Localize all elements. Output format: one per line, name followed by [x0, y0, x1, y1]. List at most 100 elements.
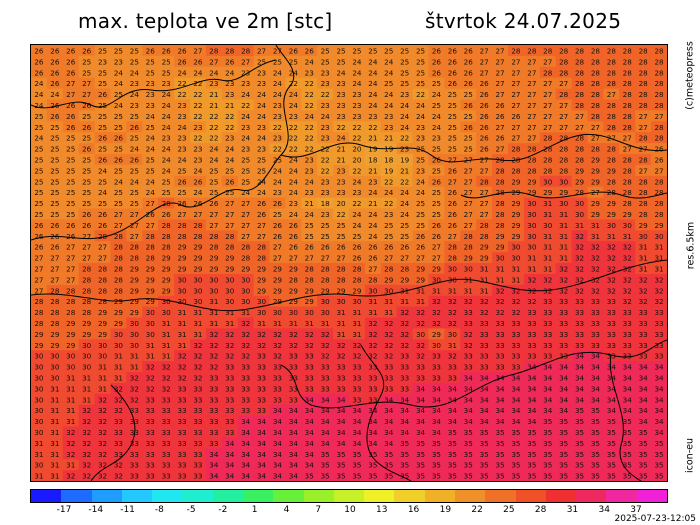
temperature-value: 24 — [400, 123, 410, 132]
grid-cell — [364, 448, 382, 460]
temperature-value: 33 — [639, 319, 648, 328]
grid-cell — [476, 143, 493, 155]
temperature-value: 20 — [352, 156, 362, 165]
grid-cell — [126, 448, 143, 460]
grid-cell — [205, 426, 223, 438]
grid-cell — [221, 263, 239, 275]
temperature-value: 34 — [400, 417, 410, 426]
temperature-value: 27 — [50, 254, 59, 263]
grid-cell — [62, 382, 80, 395]
temperature-value: 35 — [639, 428, 648, 437]
grid-cell — [126, 306, 143, 318]
temperature-value: 34 — [464, 374, 474, 383]
grid-cell — [508, 317, 525, 329]
colorbar-tick-label: 34 — [598, 505, 610, 515]
temperature-value: 30 — [543, 177, 553, 186]
temperature-value: 28 — [336, 275, 346, 284]
temperature-value: 27 — [130, 221, 139, 230]
grid-cell — [523, 208, 541, 220]
grid-cell — [31, 273, 48, 286]
temperature-value: 27 — [368, 265, 377, 274]
grid-cell — [587, 350, 604, 362]
grid-cell — [460, 219, 477, 231]
temperature-value: 32 — [654, 297, 663, 306]
temperature-value: 22 — [209, 134, 218, 143]
grid-cell — [412, 404, 429, 417]
grid-cell — [539, 197, 557, 209]
temperature-value: 27 — [464, 199, 473, 208]
grid-cell — [508, 459, 525, 471]
temperature-value: 24 — [416, 177, 426, 186]
temperature-value: 32 — [384, 352, 393, 361]
temperature-value: 30 — [34, 406, 44, 415]
temperature-value: 23 — [177, 145, 186, 154]
temperature-value: 30 — [146, 319, 156, 328]
grid-cell — [651, 110, 667, 122]
temperature-value: 23 — [321, 79, 330, 88]
temperature-value: 25 — [114, 188, 123, 197]
temperature-value: 32 — [384, 341, 393, 350]
temperature-value: 28 — [114, 265, 124, 274]
temperature-value: 24 — [305, 57, 315, 66]
temperature-value: 34 — [511, 417, 521, 426]
temperature-value: 32 — [209, 352, 218, 361]
border-line — [31, 45, 295, 241]
temperature-value: 29 — [273, 297, 283, 306]
grid-cell — [142, 339, 159, 351]
temperature-value: 26 — [257, 199, 267, 208]
temperature-value: 33 — [257, 395, 266, 404]
grid-cell — [110, 154, 127, 166]
grid-cell — [651, 45, 667, 57]
temperature-value: 27 — [146, 221, 155, 230]
grid-cell — [94, 186, 111, 199]
grid-cell — [587, 55, 604, 68]
temperature-value: 34 — [273, 472, 283, 481]
grid-cell — [539, 372, 557, 384]
grid-cell — [349, 361, 366, 373]
temperature-value: 28 — [654, 199, 664, 208]
temperature-value: 28 — [654, 134, 664, 143]
temperature-map[interactable]: 26 26 26 26 25 25 25 26 26 26 27 28 28 28 27 27 26 26 25 25… — [30, 44, 668, 482]
temperature-value: 25 — [321, 221, 330, 230]
resolution-label: res.6.5km — [685, 221, 697, 270]
grid-cell — [94, 197, 111, 209]
grid-cell — [126, 45, 143, 57]
temperature-value: 24 — [305, 177, 315, 186]
temperature-value: 28 — [591, 68, 601, 77]
temperature-value: 34 — [368, 439, 378, 448]
temperature-value: 33 — [384, 363, 393, 372]
grid-cell — [253, 393, 270, 406]
grid-cell — [333, 77, 350, 90]
temperature-value: 35 — [543, 450, 552, 459]
grid-cell — [174, 66, 191, 79]
temperature-value: 30 — [511, 254, 521, 263]
grid-cell — [221, 66, 239, 79]
temperature-value: 26 — [273, 221, 283, 230]
temperature-value: 32 — [384, 330, 393, 339]
grid-cell — [221, 306, 239, 318]
grid-cell — [349, 263, 366, 275]
grid-cell — [174, 77, 191, 90]
temperature-value: 34 — [432, 428, 442, 437]
temperature-value: 25 — [336, 57, 345, 66]
temperature-value: 31 — [98, 374, 107, 383]
grid-cell — [221, 328, 239, 340]
grid-cell — [428, 470, 445, 481]
grid-cell — [174, 317, 191, 329]
grid-cell — [587, 45, 604, 57]
grid-cell — [587, 154, 604, 166]
temperature-value: 31 — [209, 319, 218, 328]
grid-cell — [428, 175, 445, 188]
temperature-value: 23 — [321, 123, 330, 132]
temperature-value: 31 — [639, 265, 648, 274]
temperature-value: 33 — [543, 341, 552, 350]
grid-cell — [651, 77, 667, 90]
grid-cell — [333, 459, 350, 471]
grid-cell — [428, 459, 445, 471]
temperature-value: 25 — [98, 145, 107, 154]
grid-cell — [619, 66, 636, 79]
grid-cell — [492, 448, 509, 460]
grid-cell — [158, 284, 175, 297]
grid-cell — [444, 328, 461, 340]
grid-cell — [253, 339, 270, 351]
